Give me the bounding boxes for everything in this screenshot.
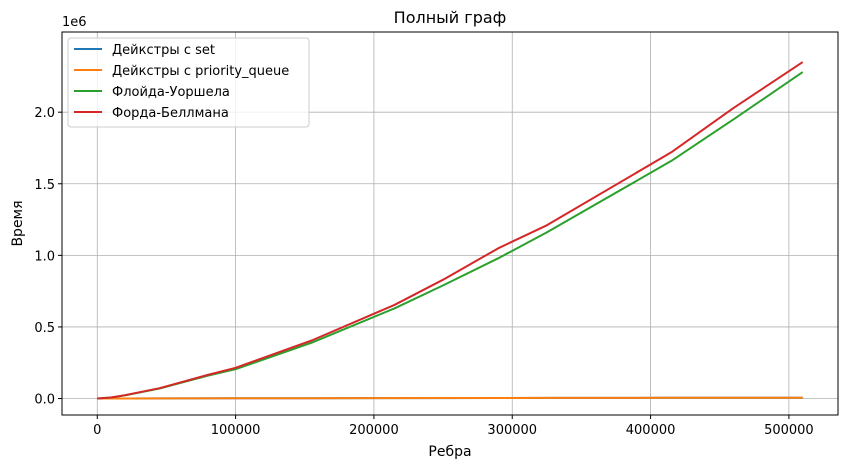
series-line: [97, 61, 804, 400]
series-lines: [97, 61, 804, 400]
x-axis-label: Ребра: [428, 444, 471, 460]
y-axis-label: Время: [10, 200, 26, 246]
x-tick-label: 0: [93, 423, 101, 438]
legend: Дейкстры с set Дейкстры с priority_queue Ф…: [67, 37, 310, 128]
legend-label: Дейкстры с priority_queue: [112, 64, 289, 79]
legend-label: Флойда-Уоршела: [112, 85, 230, 100]
x-tick-label: 500000: [764, 423, 814, 438]
legend-box: [67, 37, 310, 128]
axis-ticks: 0 100000 200000 300000 400000 500000 0.0 0.5 1.0…: [34, 106, 813, 438]
y-tick-label: 1.5: [34, 178, 55, 193]
series-line: [97, 396, 803, 400]
x-tick-label: 400000: [626, 423, 676, 438]
x-tick-label: 300000: [487, 423, 537, 438]
y-tick-label: 1.0: [34, 249, 55, 264]
y-tick-label: 2.0: [34, 106, 55, 121]
chart-title: Полный граф: [394, 8, 507, 27]
y-tick-label: 0.5: [34, 321, 55, 336]
legend-label: Дейкстры с set: [112, 43, 215, 58]
y-tick-label: 0.0: [34, 393, 55, 408]
y-axis-offset-label: 1e6: [62, 15, 87, 30]
legend-label: Форда-Беллмана: [112, 106, 229, 121]
x-tick-label: 100000: [211, 423, 261, 438]
x-tick-label: 200000: [349, 423, 399, 438]
plot-frame: [61, 31, 839, 416]
